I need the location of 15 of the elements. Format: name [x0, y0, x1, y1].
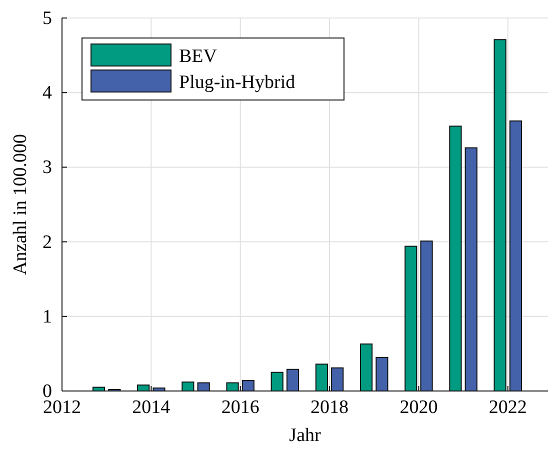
y-tick-label: 2	[42, 232, 52, 253]
y-tick-label: 3	[42, 157, 52, 178]
x-axis-title: Jahr	[289, 425, 322, 446]
y-tick-label: 1	[42, 306, 52, 328]
x-tick-label: 2018	[310, 397, 349, 418]
x-tick-label: 2012	[43, 397, 81, 418]
legend-label: BEV	[179, 46, 218, 67]
x-tick-label: 2014	[132, 397, 171, 418]
legend-label: Plug-in-Hybrid	[179, 72, 296, 93]
x-tick-label: 2016	[221, 397, 260, 418]
y-axis-title: Anzahl in 100.000	[10, 134, 31, 275]
y-tick-label: 4	[42, 82, 52, 104]
x-tick-label: 2020	[400, 397, 438, 418]
x-tick-label: 2022	[488, 397, 527, 418]
y-tick-label: 5	[42, 8, 52, 29]
